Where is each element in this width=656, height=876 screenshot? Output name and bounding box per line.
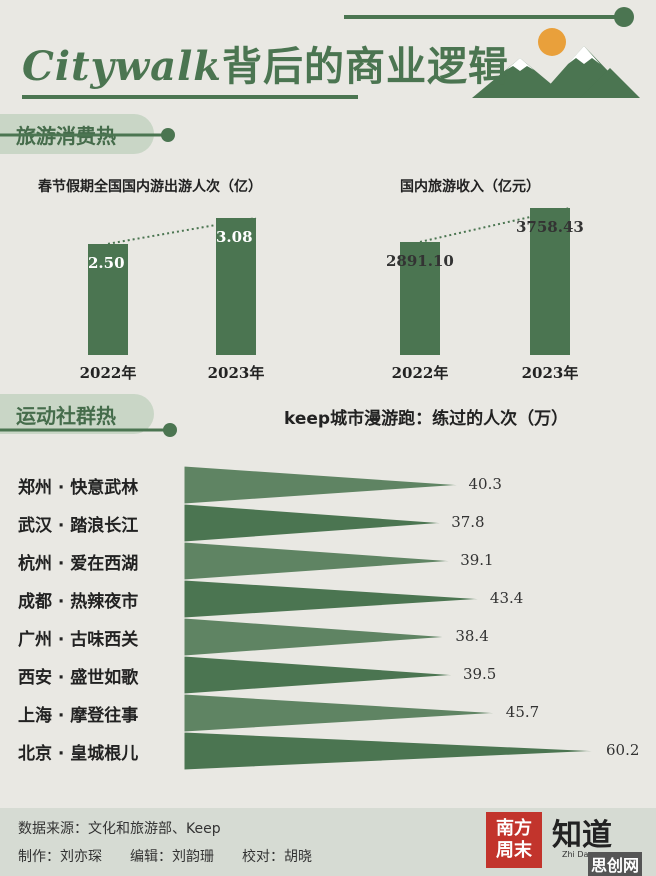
keep-value-label: 37.8 xyxy=(451,513,485,531)
x-label-revenue-2023: 2023年 xyxy=(521,364,579,382)
southern-weekly-logo-text: 南方周末 xyxy=(496,818,532,861)
keep-category-label: 武汉 · 踏浪长江 xyxy=(18,516,139,536)
section-line-community xyxy=(0,423,177,437)
x-label-trips-2022: 2022年 xyxy=(79,364,137,382)
zhidao-logo: 知道 Zhi Dao xyxy=(552,810,612,859)
data-source: 数据来源：文化和旅游部、Keep xyxy=(18,821,221,837)
keep-category-label: 成都 · 热辣夜市 xyxy=(18,592,139,612)
keep-value-label: 40.3 xyxy=(468,475,502,493)
bar-revenue-2022 xyxy=(400,241,440,355)
keep-wedge xyxy=(183,655,457,695)
title-latin: Citywalk xyxy=(22,43,223,90)
section-line-tourism xyxy=(0,128,175,142)
keep-value-label: 38.4 xyxy=(455,627,489,645)
keep-wedge xyxy=(183,541,455,581)
value-label-revenue-2022: 2891.10 xyxy=(386,251,454,270)
x-label-revenue-2022: 2022年 xyxy=(391,364,449,382)
keep-value-label: 39.1 xyxy=(460,551,494,569)
keep-wedge xyxy=(183,579,484,619)
title-cn: 背后的商业逻辑 xyxy=(222,44,510,90)
mountain-icon xyxy=(472,46,640,98)
keep-value-label: 60.2 xyxy=(606,741,640,759)
keep-category-label: 杭州 · 爱在西湖 xyxy=(18,554,139,574)
keep-wedge xyxy=(183,503,446,543)
keep-value-label: 45.7 xyxy=(505,703,540,721)
zhidao-logo-sub: Zhi Dao xyxy=(562,850,594,859)
keep-category-label: 西安 · 盛世如歌 xyxy=(18,668,139,688)
keep-category-label: 广州 · 古味西关 xyxy=(18,630,139,650)
value-label-trips-2022: 2.50 xyxy=(88,253,125,272)
keep-wedge xyxy=(183,465,463,505)
keep-category-label: 北京 · 皇城根儿 xyxy=(18,744,139,764)
footer xyxy=(0,808,656,876)
watermark: 思创网 xyxy=(588,852,643,876)
keep-wedge xyxy=(183,617,450,657)
credits: 制作：刘亦琛 编辑：刘韵珊 校对：胡晓 xyxy=(18,849,312,865)
keep-value-label: 43.4 xyxy=(489,589,524,607)
bar-revenue-2023 xyxy=(530,208,570,355)
chart-caption-keep: keep城市漫游跑：练过的人次（万） xyxy=(284,409,569,429)
x-label-trips-2023: 2023年 xyxy=(207,364,265,382)
zhidao-logo-text: 知道 xyxy=(552,818,612,853)
value-label-trips-2023: 3.08 xyxy=(216,228,253,246)
chart-caption-trips: 春节假期全国国内游出游人次（亿） xyxy=(38,179,262,195)
header-decor xyxy=(22,7,640,99)
chart-caption-revenue: 国内旅游收入（亿元） xyxy=(400,179,540,195)
section-tab-community: 运动社群热 xyxy=(0,394,154,434)
bar-trips-2022 xyxy=(88,243,128,355)
value-label-revenue-2023: 3758.43 xyxy=(516,218,584,236)
chart-trips: 2.50 3.08 2022年 2023年 xyxy=(60,200,320,390)
chart-revenue: 2891.10 3758.43 2022年 2023年 xyxy=(380,200,640,390)
sun-icon xyxy=(538,28,566,56)
page-title: Citywalk背后的商业逻辑 xyxy=(22,34,509,92)
keep-value-label: 39.5 xyxy=(462,665,497,683)
trend-line-revenue xyxy=(419,207,571,243)
keep-wedge xyxy=(183,731,601,771)
chart-keep xyxy=(183,465,601,771)
section-title-community: 运动社群热 xyxy=(16,403,116,428)
bar-trips-2023 xyxy=(216,218,256,355)
keep-category-label: 上海 · 摩登往事 xyxy=(18,706,139,726)
southern-weekly-logo: 南方周末 xyxy=(486,812,542,868)
keep-wedge xyxy=(183,693,500,733)
keep-category-label: 郑州 · 快意武林 xyxy=(18,478,139,498)
